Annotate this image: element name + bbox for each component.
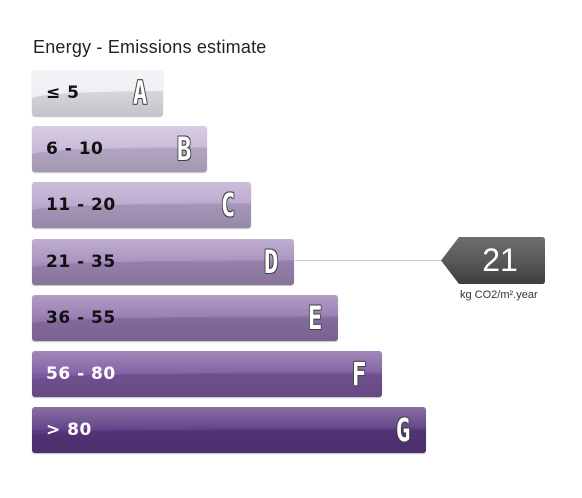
rating-letter: A bbox=[132, 74, 147, 112]
rating-bar-a: ≤ 5 A bbox=[32, 70, 163, 116]
value-marker: 21 bbox=[441, 237, 545, 284]
rating-bar-b: 6 - 10 B bbox=[32, 126, 207, 172]
rating-bar-wave bbox=[32, 90, 163, 116]
value-marker-arrow-shape bbox=[441, 237, 545, 284]
rating-letter: F bbox=[351, 355, 366, 393]
rating-bar-d: 21 - 35 D bbox=[32, 239, 294, 285]
rating-bar-wave bbox=[32, 146, 207, 172]
rating-bar-c: 11 - 20 C bbox=[32, 182, 251, 228]
rating-range-label: ≤ 5 bbox=[46, 83, 80, 103]
rating-bar-wave bbox=[32, 371, 382, 397]
rating-bar-e: 36 - 55 E bbox=[32, 295, 338, 341]
value-connector-line bbox=[295, 260, 442, 261]
rating-range-label: 36 - 55 bbox=[46, 308, 116, 328]
rating-bar-wave bbox=[32, 315, 338, 341]
rating-bar-wave bbox=[32, 427, 426, 453]
rating-bar-shine bbox=[32, 295, 338, 318]
rating-bar-shine bbox=[32, 239, 294, 262]
rating-letter: E bbox=[307, 299, 322, 337]
rating-bar-wave bbox=[32, 259, 294, 285]
rating-bar-shine bbox=[32, 126, 207, 149]
rating-bar-g: > 80 G bbox=[32, 407, 426, 453]
value-label: 21 bbox=[482, 242, 518, 278]
rating-letter: D bbox=[263, 243, 278, 281]
rating-bar-shine bbox=[32, 407, 426, 430]
rating-bar-f: 56 - 80 F bbox=[32, 351, 382, 397]
rating-range-label: 56 - 80 bbox=[46, 364, 116, 384]
rating-letter: G bbox=[395, 411, 410, 449]
rating-bar-shine bbox=[32, 182, 251, 205]
rating-bar-wave bbox=[32, 202, 251, 228]
rating-range-label: > 80 bbox=[46, 420, 92, 440]
unit-label: kg CO2/m².year bbox=[460, 289, 538, 301]
rating-range-label: 21 - 35 bbox=[46, 252, 116, 272]
rating-letter: B bbox=[176, 130, 191, 168]
rating-bar-shine bbox=[32, 351, 382, 374]
rating-range-label: 6 - 10 bbox=[46, 139, 104, 159]
rating-bar-shine bbox=[32, 70, 163, 93]
rating-letter: C bbox=[220, 186, 235, 224]
rating-range-label: 11 - 20 bbox=[46, 195, 116, 215]
chart-title: Energy - Emissions estimate bbox=[33, 37, 267, 57]
